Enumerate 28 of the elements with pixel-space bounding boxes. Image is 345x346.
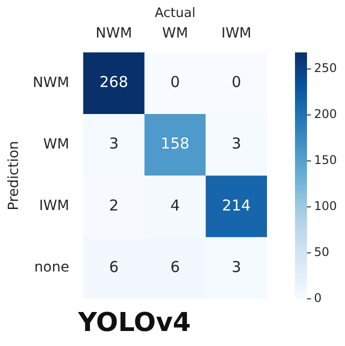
color-bar-label: 0	[314, 290, 322, 305]
y-axis-title: Prediction	[6, 140, 22, 210]
x-axis-title: Actual	[154, 6, 196, 22]
data-label: 3	[109, 134, 119, 153]
y-tick-label: WM	[43, 136, 70, 152]
data-label: 4	[170, 196, 180, 214]
x-tick-label: NWM	[96, 26, 132, 42]
data-label: 6	[170, 258, 180, 276]
data-label: 268	[100, 73, 128, 92]
data-label: 214	[222, 196, 251, 214]
data-label: 158	[160, 134, 190, 153]
x-tick-label: WM	[162, 26, 188, 42]
text: YOLOv4	[77, 308, 191, 338]
data-label: 3	[232, 258, 242, 276]
data-label: 2	[109, 196, 119, 214]
data-label: 6	[109, 258, 119, 276]
color-bar-label: 250	[314, 61, 337, 76]
y-tick-label: IWM	[39, 198, 70, 214]
x-tick-label: IWM	[221, 26, 252, 42]
y-tick-label: NWM	[32, 74, 70, 91]
y-tick-label: none	[34, 260, 70, 276]
color-bar-label: 150	[314, 153, 337, 168]
color-bar-label: 100	[314, 198, 337, 213]
data-label: 3	[232, 134, 242, 153]
data-label: 0	[232, 73, 242, 92]
color-bar-label: 200	[314, 107, 337, 122]
color-bar-label: 50	[314, 244, 330, 259]
data-label: 0	[170, 73, 180, 92]
